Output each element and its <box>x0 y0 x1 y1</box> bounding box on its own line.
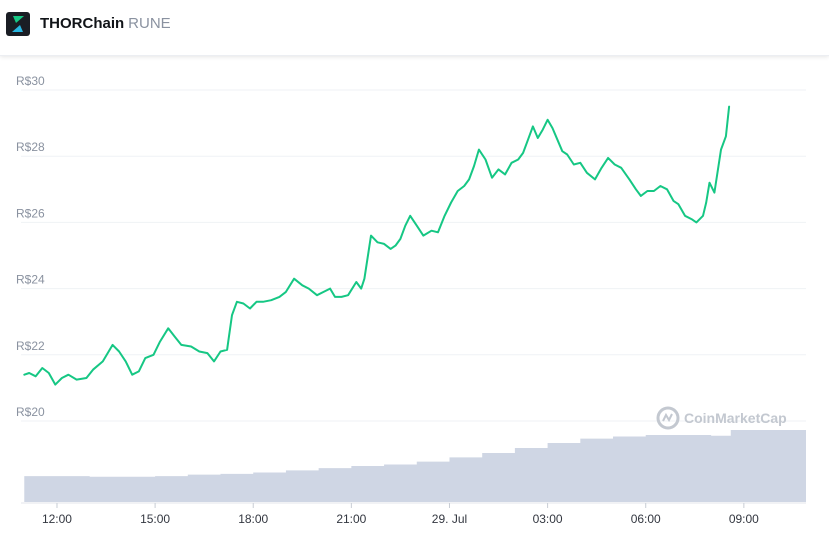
price-line <box>23 105 731 386</box>
x-tick-label: 06:00 <box>631 512 661 526</box>
volume-bars <box>24 430 807 502</box>
x-tick-label: 29. Jul <box>432 512 467 526</box>
x-tick-label: 15:00 <box>140 512 170 526</box>
coin-name: THORChain <box>40 15 125 32</box>
y-axis: R$20 R$22 R$24 R$26 R$28 R$30 <box>16 74 45 419</box>
y-tick-label: R$20 <box>16 405 45 419</box>
coin-title: THORChain RUNE <box>40 15 171 33</box>
y-tick-label: R$22 <box>16 339 45 353</box>
y-tick-label: R$26 <box>16 206 45 220</box>
x-tick-label: 12:00 <box>42 512 72 526</box>
x-axis: 12:00 15:00 18:00 21:00 29. Jul 03:00 06:00 09:… <box>21 502 806 526</box>
watermark: CoinMarketCap <box>656 406 787 430</box>
y-tick-label: R$30 <box>16 74 45 88</box>
price-line-layer <box>23 105 731 386</box>
y-tick-label: R$28 <box>16 140 45 154</box>
x-tick-label: 03:00 <box>533 512 563 526</box>
x-tick-label: 21:00 <box>336 512 366 526</box>
volume-area <box>24 430 807 502</box>
coin-symbol: RUNE <box>128 15 171 32</box>
header: THORChain RUNE <box>0 0 829 56</box>
watermark-text: CoinMarketCap <box>684 410 787 426</box>
coinmarketcap-logo-icon <box>656 406 680 430</box>
x-tick-label: 18:00 <box>238 512 268 526</box>
x-tick-label: 09:00 <box>729 512 759 526</box>
thorchain-bolt-icon <box>6 12 30 36</box>
y-tick-label: R$24 <box>16 273 45 287</box>
